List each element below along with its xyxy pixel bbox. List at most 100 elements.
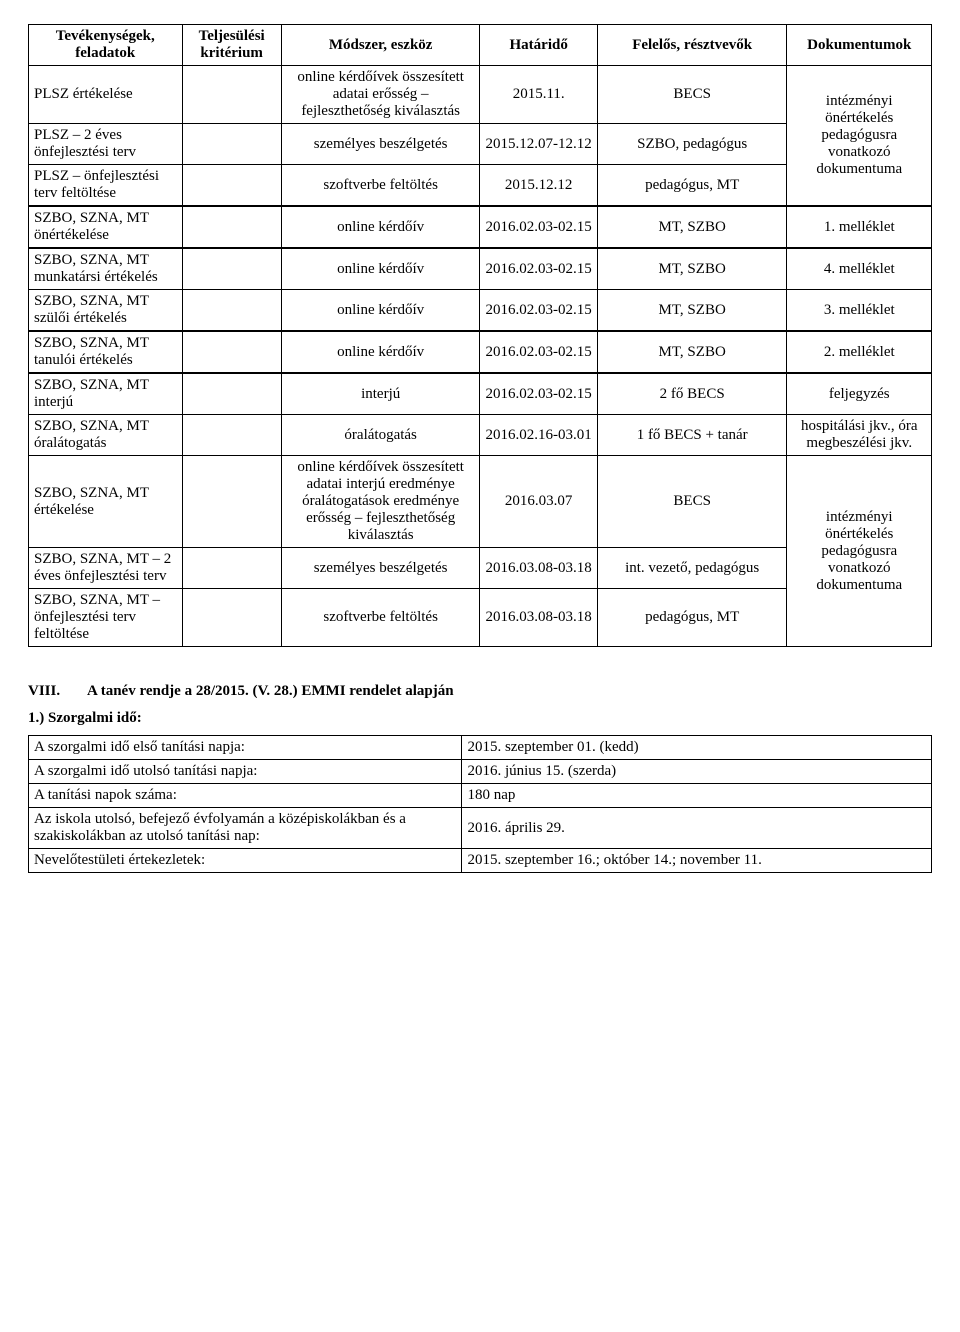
- cell-method: online kérdőívek összesített adatai erős…: [281, 66, 480, 124]
- cell-criteria: [182, 415, 281, 456]
- table-row: A tanítási napok száma:180 nap: [29, 784, 932, 808]
- cell-deadline: 2016.02.03-02.15: [480, 248, 597, 290]
- cell-activity: SZBO, SZNA, MT szülői értékelés: [29, 290, 183, 332]
- cell-label: A szorgalmi idő utolsó tanítási napja:: [29, 760, 462, 784]
- cell-responsible: pedagógus, MT: [597, 589, 787, 647]
- cell-criteria: [182, 331, 281, 373]
- cell-method: online kérdőív: [281, 206, 480, 248]
- table-row: A szorgalmi idő utolsó tanítási napja:20…: [29, 760, 932, 784]
- cell-deadline: 2015.11.: [480, 66, 597, 124]
- table-row: SZBO, SZNA, MT óralátogatás óralátogatás2…: [29, 415, 932, 456]
- th-documents: Dokumentumok: [787, 25, 932, 66]
- cell-deadline: 2016.02.03-02.15: [480, 331, 597, 373]
- cell-deadline: 2016.02.16-03.01: [480, 415, 597, 456]
- cell-deadline: 2016.02.03-02.15: [480, 290, 597, 332]
- table-row: A szorgalmi idő első tanítási napja:2015…: [29, 736, 932, 760]
- cell-method: online kérdőív: [281, 331, 480, 373]
- th-deadline: Határidő: [480, 25, 597, 66]
- cell-responsible: BECS: [597, 66, 787, 124]
- cell-criteria: [182, 589, 281, 647]
- cell-responsible: SZBO, pedagógus: [597, 124, 787, 165]
- cell-method: online kérdőívek összesített adatai inte…: [281, 456, 480, 548]
- cell-method: online kérdőív: [281, 248, 480, 290]
- cell-documents: feljegyzés: [787, 373, 932, 415]
- cell-method: szoftverbe feltöltés: [281, 589, 480, 647]
- cell-method: személyes beszélgetés: [281, 124, 480, 165]
- cell-deadline: 2015.12.07-12.12: [480, 124, 597, 165]
- cell-value: 2015. szeptember 01. (kedd): [462, 736, 932, 760]
- cell-documents: 4. melléklet: [787, 248, 932, 290]
- cell-documents: intézményi önértékelés pedagógusra vonat…: [787, 66, 932, 207]
- cell-responsible: MT, SZBO: [597, 206, 787, 248]
- section-number: VIII.: [28, 683, 84, 700]
- cell-activity: PLSZ értékelése: [29, 66, 183, 124]
- cell-activity: SZBO, SZNA, MT önértékelése: [29, 206, 183, 248]
- table-row: PLSZ értékelése online kérdőívek összesít…: [29, 66, 932, 124]
- table-row: SZBO, SZNA, MT szülői értékelés online ké…: [29, 290, 932, 332]
- cell-activity: SZBO, SZNA, MT – 2 éves önfejlesztési te…: [29, 548, 183, 589]
- th-method: Módszer, eszköz: [281, 25, 480, 66]
- cell-criteria: [182, 456, 281, 548]
- cell-activity: PLSZ – önfejlesztési terv feltöltése: [29, 165, 183, 207]
- cell-activity: SZBO, SZNA, MT – önfejlesztési terv felt…: [29, 589, 183, 647]
- cell-documents: intézményi önértékelés pedagógusra vonat…: [787, 456, 932, 647]
- table-row: SZBO, SZNA, MT értékeléseonline kérdőíve…: [29, 456, 932, 548]
- cell-criteria: [182, 206, 281, 248]
- cell-activity: PLSZ – 2 éves önfejlesztési terv: [29, 124, 183, 165]
- table-row: SZBO, SZNA, MT tanulói értékelésonline k…: [29, 331, 932, 373]
- cell-method: személyes beszélgetés: [281, 548, 480, 589]
- main-schedule-table: Tevékenységek, feladatok Teljesülési kri…: [28, 24, 932, 647]
- cell-deadline: 2016.02.03-02.15: [480, 373, 597, 415]
- cell-activity: SZBO, SZNA, MT interjú: [29, 373, 183, 415]
- cell-activity: SZBO, SZNA, MT óralátogatás: [29, 415, 183, 456]
- section-heading: VIII. A tanév rendje a 28/2015. (V. 28.)…: [28, 683, 932, 700]
- table-row: SZBO, SZNA, MT munkatársi értékelésonlin…: [29, 248, 932, 290]
- section-title: A tanév rendje a 28/2015. (V. 28.) EMMI …: [87, 683, 454, 699]
- cell-documents: 3. melléklet: [787, 290, 932, 332]
- th-responsible: Felelős, résztvevők: [597, 25, 787, 66]
- cell-method: óralátogatás: [281, 415, 480, 456]
- cell-value: 2016. június 15. (szerda): [462, 760, 932, 784]
- table-row: Nevelőtestületi értekezletek:2015. szept…: [29, 849, 932, 873]
- cell-label: Nevelőtestületi értekezletek:: [29, 849, 462, 873]
- cell-value: 2016. április 29.: [462, 808, 932, 849]
- cell-responsible: 2 fő BECS: [597, 373, 787, 415]
- cell-value: 180 nap: [462, 784, 932, 808]
- cell-method: interjú: [281, 373, 480, 415]
- cell-documents: 2. melléklet: [787, 331, 932, 373]
- school-year-table: A szorgalmi idő első tanítási napja:2015…: [28, 735, 932, 873]
- cell-documents: hospitálási jkv., óra megbeszélési jkv.: [787, 415, 932, 456]
- cell-criteria: [182, 124, 281, 165]
- cell-deadline: 2016.03.08-03.18: [480, 589, 597, 647]
- cell-criteria: [182, 165, 281, 207]
- cell-method: szoftverbe feltöltés: [281, 165, 480, 207]
- table-row: Az iskola utolsó, befejező évfolyamán a …: [29, 808, 932, 849]
- cell-criteria: [182, 548, 281, 589]
- cell-responsible: 1 fő BECS + tanár: [597, 415, 787, 456]
- cell-method: online kérdőív: [281, 290, 480, 332]
- cell-criteria: [182, 66, 281, 124]
- cell-criteria: [182, 373, 281, 415]
- cell-label: Az iskola utolsó, befejező évfolyamán a …: [29, 808, 462, 849]
- cell-label: A szorgalmi idő első tanítási napja:: [29, 736, 462, 760]
- cell-deadline: 2016.03.07: [480, 456, 597, 548]
- cell-responsible: MT, SZBO: [597, 331, 787, 373]
- cell-criteria: [182, 290, 281, 332]
- table-row: SZBO, SZNA, MT interjú interjú2016.02.03-…: [29, 373, 932, 415]
- cell-deadline: 2015.12.12: [480, 165, 597, 207]
- th-criteria: Teljesülési kritérium: [182, 25, 281, 66]
- cell-criteria: [182, 248, 281, 290]
- th-activities: Tevékenységek, feladatok: [29, 25, 183, 66]
- cell-responsible: pedagógus, MT: [597, 165, 787, 207]
- cell-deadline: 2016.02.03-02.15: [480, 206, 597, 248]
- cell-value: 2015. szeptember 16.; október 14.; novem…: [462, 849, 932, 873]
- cell-responsible: BECS: [597, 456, 787, 548]
- cell-documents: 1. melléklet: [787, 206, 932, 248]
- table-header-row: Tevékenységek, feladatok Teljesülési kri…: [29, 25, 932, 66]
- cell-responsible: MT, SZBO: [597, 248, 787, 290]
- cell-label: A tanítási napok száma:: [29, 784, 462, 808]
- sub-heading: 1.) Szorgalmi idő:: [28, 710, 932, 727]
- cell-deadline: 2016.03.08-03.18: [480, 548, 597, 589]
- table-row: SZBO, SZNA, MT önértékelése online kérdőí…: [29, 206, 932, 248]
- cell-responsible: MT, SZBO: [597, 290, 787, 332]
